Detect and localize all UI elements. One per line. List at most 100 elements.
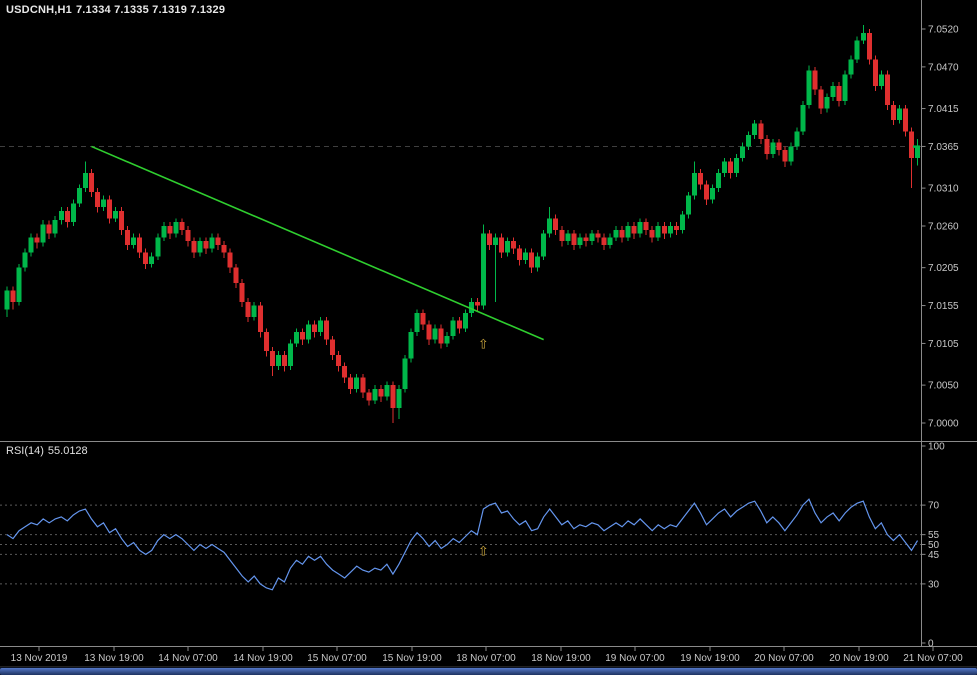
- candle: [336, 351, 342, 372]
- candle: [299, 328, 305, 345]
- price-axis-label: 7.0260: [928, 222, 959, 233]
- candle: [679, 210, 685, 234]
- price-axis-label: 7.0205: [928, 263, 959, 274]
- candle: [221, 241, 227, 258]
- candle: [167, 222, 173, 239]
- rsi-axis-label: 50: [928, 540, 940, 551]
- candle: [601, 233, 607, 251]
- candle: [456, 316, 462, 334]
- candle: [82, 161, 88, 192]
- candle: [631, 222, 637, 239]
- candle: [740, 142, 746, 162]
- candle: [269, 347, 275, 377]
- rsi-axis-label: 100: [928, 442, 945, 453]
- candle: [131, 233, 137, 249]
- time-axis-label: 18 Nov 07:00: [456, 653, 516, 664]
- candle: [517, 244, 523, 266]
- price-axis-label: 7.0000: [928, 419, 959, 430]
- candle: [866, 29, 872, 65]
- up-arrow-icon[interactable]: ⇧: [478, 336, 489, 351]
- main-chart-pane[interactable]: [0, 0, 921, 441]
- rsi-axis-label: 70: [928, 501, 940, 512]
- candle: [728, 157, 734, 179]
- candle: [239, 279, 245, 308]
- candle: [547, 207, 553, 238]
- candle: [643, 218, 649, 236]
- candle: [716, 169, 722, 192]
- candle: [504, 237, 510, 257]
- rsi-level-lines: [0, 504, 921, 585]
- candle: [637, 218, 643, 238]
- candle: [76, 184, 82, 208]
- candle: [143, 248, 149, 270]
- price-axis-label: 7.0470: [928, 62, 959, 73]
- time-axis-label: 13 Nov 19:00: [84, 653, 144, 664]
- candle: [915, 138, 921, 166]
- candle: [595, 229, 601, 243]
- time-axis-label: 20 Nov 19:00: [829, 653, 889, 664]
- candle: [161, 222, 167, 242]
- candle: [812, 66, 818, 95]
- candle: [119, 207, 125, 236]
- candle: [306, 320, 311, 344]
- candle: [40, 219, 46, 247]
- candle: [408, 328, 414, 363]
- up-arrow-icon[interactable]: ⇧: [478, 543, 489, 558]
- candle: [498, 233, 504, 258]
- candle: [746, 131, 752, 151]
- price-axis-label: 7.0105: [928, 339, 959, 350]
- candle: [324, 316, 330, 345]
- candle: [227, 248, 233, 273]
- candle: [348, 373, 354, 395]
- candle: [607, 233, 613, 249]
- time-axis-label: 20 Nov 07:00: [754, 653, 814, 664]
- time-axis-labels: 13 Nov 2019 13 Nov 19:00 14 Nov 07:00 14 No…: [11, 647, 963, 664]
- rsi-axis-label: 0: [928, 639, 934, 650]
- candle: [402, 354, 408, 393]
- candle: [4, 286, 10, 317]
- candle: [293, 328, 299, 348]
- candle: [137, 233, 143, 258]
- price-axis-label: 7.0155: [928, 301, 959, 312]
- candle: [782, 146, 788, 167]
- current-price-marker: [913, 145, 920, 148]
- trendline[interactable]: [91, 145, 544, 341]
- candle: [233, 263, 239, 289]
- candle: [197, 237, 203, 257]
- candlestick-series: [4, 25, 921, 423]
- candle: [420, 309, 426, 330]
- time-axis-label: 14 Nov 07:00: [158, 653, 218, 664]
- price-axis-label: 7.0520: [928, 25, 959, 36]
- candle: [511, 237, 517, 255]
- candle: [884, 70, 890, 111]
- scrollbar-thumb[interactable]: [0, 668, 977, 675]
- candle: [776, 138, 782, 156]
- time-axis-label: 13 Nov 2019: [11, 653, 68, 664]
- time-axis-label: 14 Nov 19:00: [233, 653, 293, 664]
- horizontal-scrollbar[interactable]: [0, 666, 977, 675]
- candle: [842, 70, 848, 105]
- candle: [794, 127, 800, 151]
- candle: [878, 70, 884, 90]
- candle: [571, 229, 577, 251]
- candle: [245, 297, 251, 323]
- candle: [173, 218, 179, 238]
- candle: [360, 373, 366, 398]
- candle: [902, 104, 908, 137]
- candle: [209, 233, 215, 253]
- candle: [378, 385, 384, 402]
- candle: [100, 195, 106, 211]
- candle: [697, 169, 703, 190]
- candle: [710, 184, 716, 204]
- candle: [330, 335, 336, 361]
- candle: [318, 316, 324, 336]
- candle: [896, 104, 902, 124]
- price-axis-label: 7.0310: [928, 184, 959, 195]
- candle: [625, 222, 631, 242]
- candle: [818, 85, 824, 114]
- candle: [890, 100, 896, 126]
- candle: [722, 157, 728, 177]
- candle: [185, 226, 191, 247]
